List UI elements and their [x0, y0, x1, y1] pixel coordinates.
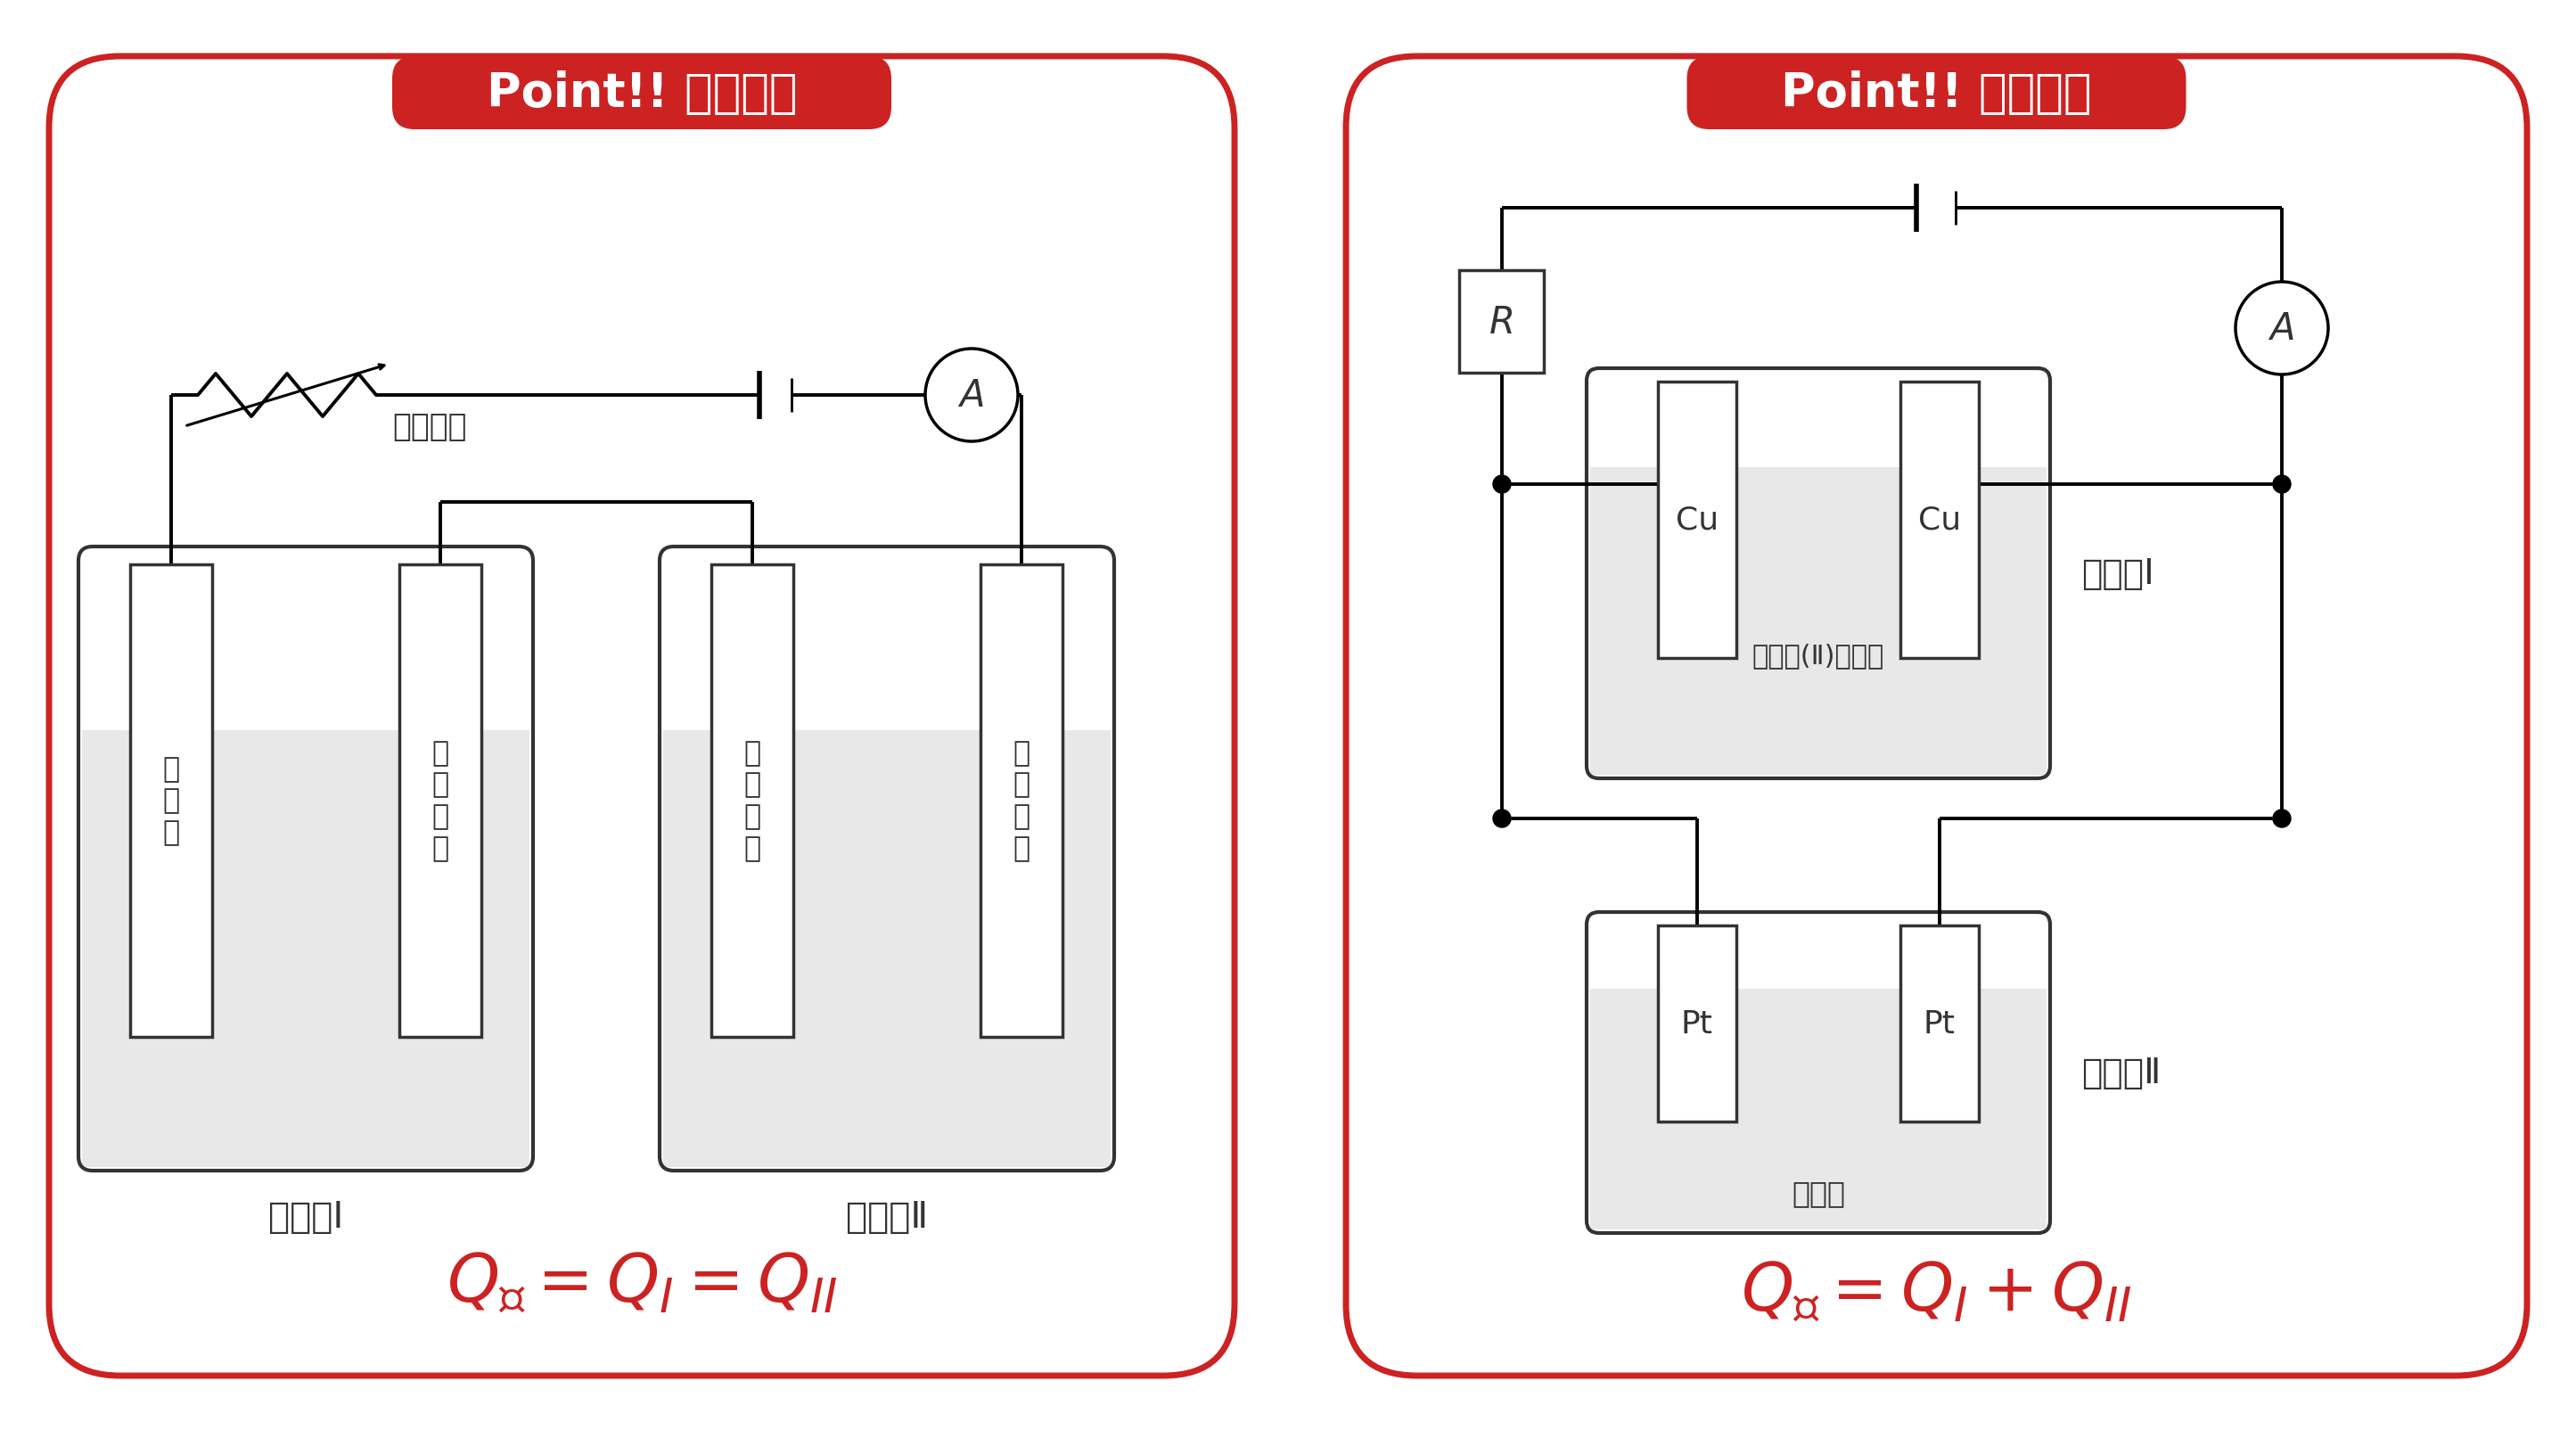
Circle shape [2272, 810, 2290, 828]
Text: Pt: Pt [1924, 1009, 1955, 1039]
Circle shape [1494, 810, 1512, 828]
Text: 白
金
電
極: 白 金 電 極 [1012, 739, 1030, 862]
Bar [399, 564, 482, 1037]
Bar [1589, 988, 2045, 1230]
Bar [1901, 926, 1978, 1121]
Bar [711, 564, 793, 1037]
FancyBboxPatch shape [1687, 56, 2187, 130]
Text: 電解槽Ⅰ: 電解槽Ⅰ [268, 1200, 343, 1234]
Bar [662, 731, 1110, 1168]
FancyBboxPatch shape [1345, 56, 2527, 1376]
Text: 白
金
電
極: 白 金 電 極 [433, 739, 448, 862]
Circle shape [2272, 476, 2290, 493]
Text: $Q_{全} = Q_{I} + Q_{II}$: $Q_{全} = Q_{I} + Q_{II}$ [1741, 1259, 2133, 1323]
Bar [82, 731, 531, 1168]
Circle shape [2236, 282, 2329, 375]
Bar [981, 564, 1061, 1037]
Text: Cu: Cu [1919, 505, 1960, 535]
Text: $Q_{全} = Q_{I} = Q_{II}$: $Q_{全} = Q_{I} = Q_{II}$ [446, 1250, 837, 1314]
Text: Point!! 直列回路: Point!! 直列回路 [487, 71, 796, 117]
Text: 電解槽Ⅱ: 電解槽Ⅱ [2081, 1056, 2161, 1090]
Bar [1901, 382, 1978, 658]
Circle shape [1494, 476, 1512, 493]
Text: 可変抵抗: 可変抵抗 [392, 411, 466, 441]
Circle shape [925, 349, 1018, 441]
Text: Pt: Pt [1682, 1009, 1713, 1039]
Bar [1589, 467, 2045, 776]
Text: 希硫酸: 希硫酸 [1793, 1178, 1844, 1208]
Bar [1659, 382, 1736, 658]
Text: Point!! 並列回路: Point!! 並列回路 [1780, 71, 2092, 117]
Text: 電解槽Ⅰ: 電解槽Ⅰ [2081, 557, 2154, 590]
Text: Cu: Cu [1674, 505, 1718, 535]
FancyBboxPatch shape [392, 56, 891, 130]
Text: A: A [2269, 310, 2295, 347]
Text: 白
金
電
極: 白 金 電 極 [744, 739, 760, 862]
Bar [1461, 271, 1543, 373]
Text: 電解槽Ⅱ: 電解槽Ⅱ [845, 1200, 927, 1234]
Bar [131, 564, 211, 1037]
Text: R: R [1489, 304, 1515, 341]
Text: 硫酸銅(Ⅱ)水溶液: 硫酸銅(Ⅱ)水溶液 [1752, 642, 1886, 669]
FancyBboxPatch shape [49, 56, 1234, 1376]
Text: 銅
電
極: 銅 電 極 [162, 755, 180, 846]
Bar [1659, 926, 1736, 1121]
Text: A: A [958, 376, 984, 414]
